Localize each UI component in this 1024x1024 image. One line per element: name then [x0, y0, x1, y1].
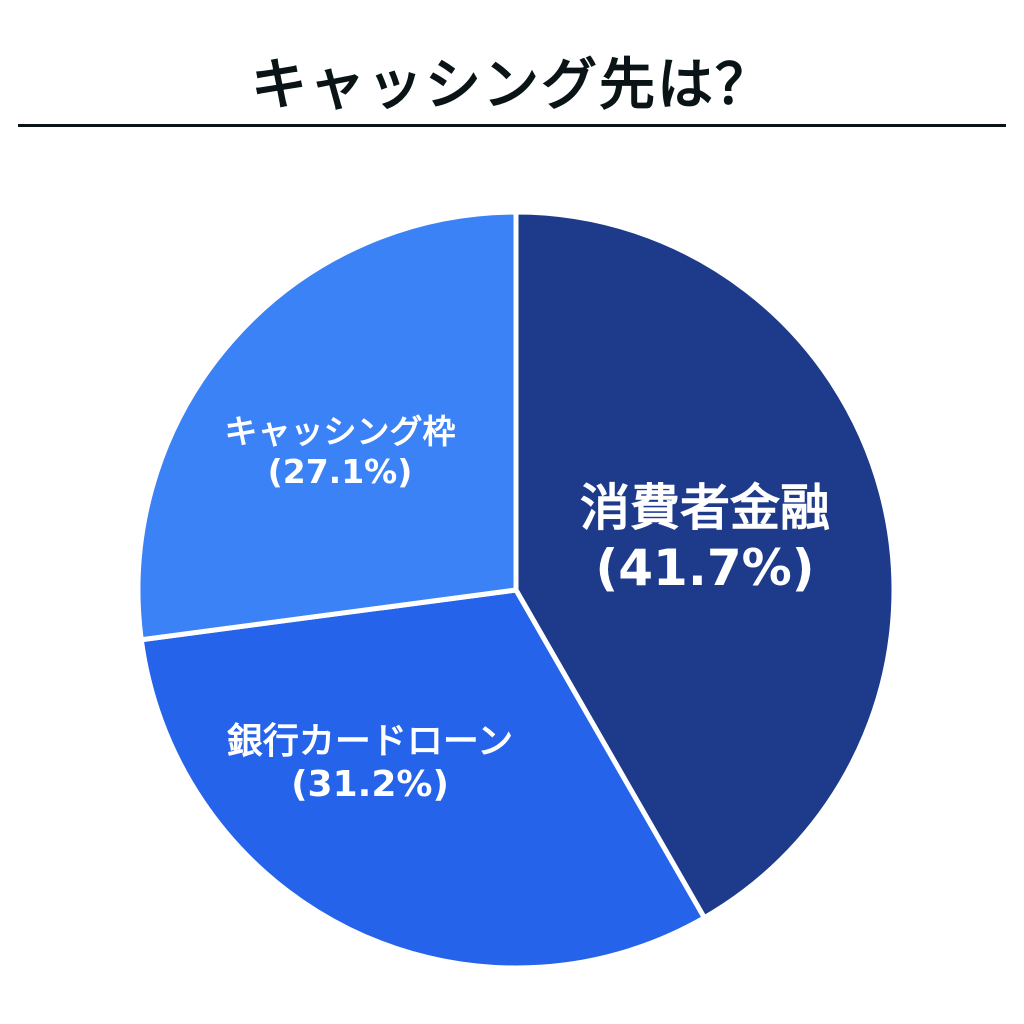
- slice-percent: (31.2%): [291, 764, 449, 806]
- slice-percent: (27.1%): [267, 451, 413, 491]
- slice-label-consumer-finance: 消費者金融 (41.7%): [520, 478, 890, 598]
- title-divider: [18, 124, 1006, 127]
- slice-label-bank-card-loan: 銀行カードローン (31.2%): [150, 720, 590, 806]
- slice-percent: (41.7%): [595, 539, 815, 597]
- pie-slice-2: [135, 209, 519, 643]
- slice-name: キャッシング枠: [224, 412, 456, 451]
- chart-title: キャッシング先は？: [251, 53, 773, 118]
- slice-name: 銀行カードローン: [226, 721, 514, 762]
- pie-slice-1: [138, 587, 707, 971]
- slice-label-cashing-limit: キャッシング枠 (27.1%): [170, 412, 510, 491]
- pie-slice-0: [513, 209, 897, 921]
- slice-name: 消費者金融: [580, 479, 830, 537]
